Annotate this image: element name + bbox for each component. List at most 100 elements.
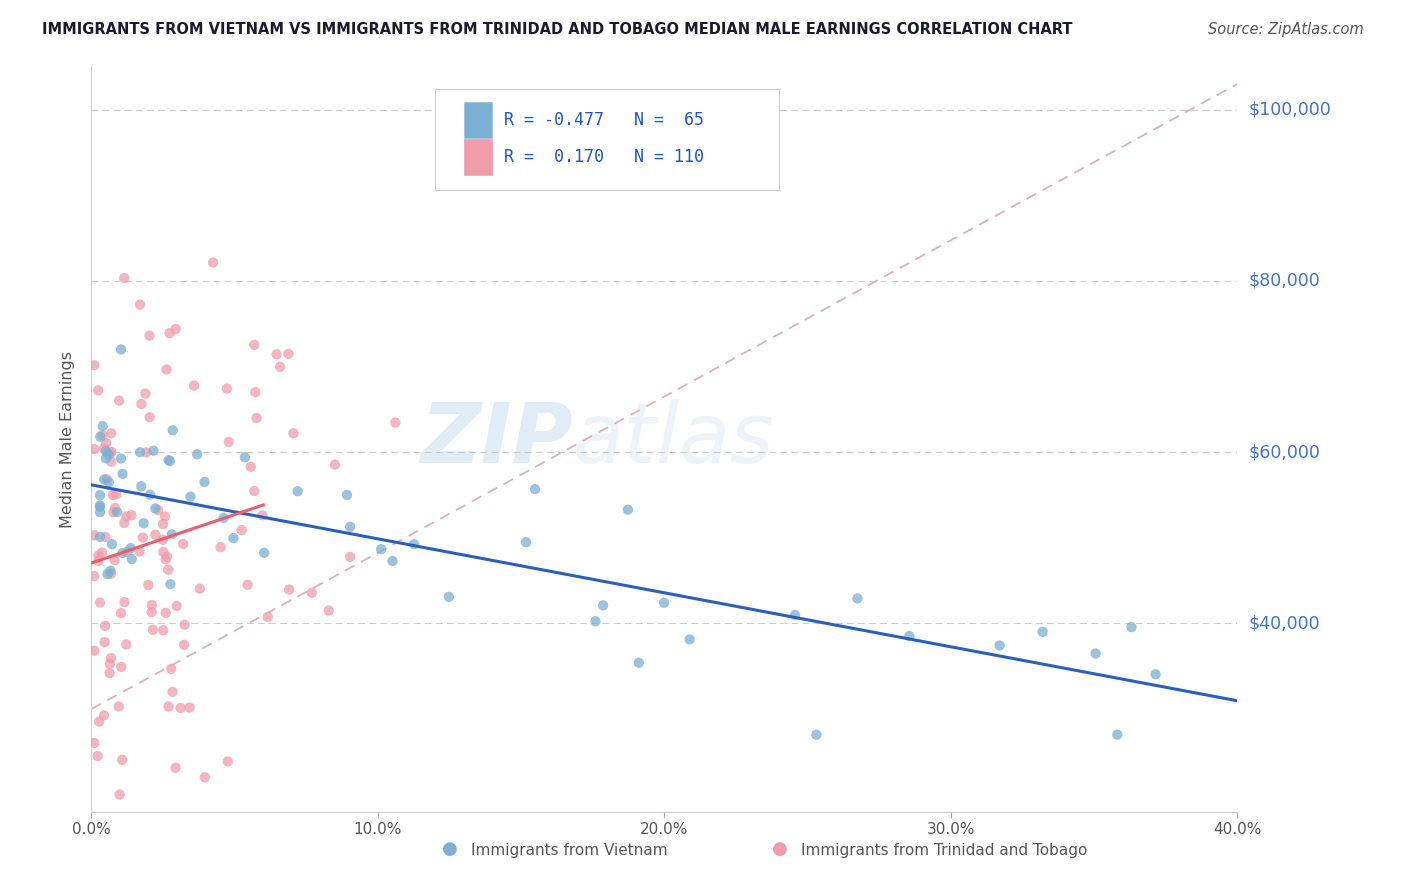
Text: R =  0.170   N = 110: R = 0.170 N = 110 xyxy=(503,148,704,166)
Point xyxy=(1032,624,1054,639)
Point xyxy=(120,508,142,523)
Text: Source: ZipAtlas.com: Source: ZipAtlas.com xyxy=(1208,22,1364,37)
Point xyxy=(100,426,122,441)
Text: $40,000: $40,000 xyxy=(1249,615,1320,632)
Point xyxy=(94,451,117,466)
Point xyxy=(152,517,174,532)
Text: Immigrants from Vietnam: Immigrants from Vietnam xyxy=(471,843,668,858)
Point xyxy=(783,608,806,623)
Point xyxy=(132,531,155,545)
Point xyxy=(988,639,1011,653)
Point xyxy=(93,708,115,723)
Y-axis label: Median Male Earnings: Median Male Earnings xyxy=(60,351,76,528)
Point xyxy=(100,564,122,578)
Point xyxy=(112,271,135,285)
Point xyxy=(301,586,323,600)
Point xyxy=(114,595,136,609)
Point xyxy=(94,619,117,633)
Point xyxy=(617,502,640,516)
Point xyxy=(98,666,121,681)
Point xyxy=(132,516,155,531)
Point xyxy=(652,596,675,610)
Point xyxy=(100,651,122,665)
FancyBboxPatch shape xyxy=(434,89,779,190)
Point xyxy=(172,537,194,551)
Point xyxy=(160,662,183,676)
Point xyxy=(87,714,110,729)
Point xyxy=(165,322,187,336)
Point xyxy=(269,359,291,374)
Point xyxy=(115,545,138,559)
Point xyxy=(110,343,132,357)
Point xyxy=(120,541,142,555)
Point xyxy=(111,546,134,560)
Point xyxy=(173,638,195,652)
Point xyxy=(146,503,169,517)
Point xyxy=(318,603,340,617)
Point xyxy=(100,455,122,469)
Text: $80,000: $80,000 xyxy=(1249,272,1320,290)
Text: ●: ● xyxy=(441,840,458,858)
Point xyxy=(1121,620,1143,634)
Point xyxy=(138,578,160,592)
Point xyxy=(193,475,215,489)
Point xyxy=(110,606,132,620)
Point xyxy=(278,582,301,597)
Point xyxy=(287,484,309,499)
Point xyxy=(111,467,134,481)
Point xyxy=(83,358,105,372)
Point xyxy=(186,447,208,461)
Point xyxy=(91,428,114,442)
Point xyxy=(381,554,404,568)
Point xyxy=(243,338,266,352)
Point xyxy=(404,537,426,551)
Point xyxy=(252,508,274,523)
Point xyxy=(108,393,131,408)
Point xyxy=(173,617,195,632)
Point xyxy=(277,347,299,361)
Point xyxy=(141,598,163,612)
Point xyxy=(157,453,180,467)
Point xyxy=(129,445,152,459)
Text: ZIP: ZIP xyxy=(420,399,572,480)
Point xyxy=(233,450,256,465)
Point xyxy=(283,426,305,441)
Point xyxy=(141,605,163,619)
Point xyxy=(515,535,537,549)
Point xyxy=(194,770,217,784)
Point xyxy=(111,753,134,767)
Text: R = -0.477   N =  65: R = -0.477 N = 65 xyxy=(503,111,704,128)
Point xyxy=(166,599,188,613)
Point xyxy=(100,445,122,459)
Point xyxy=(98,657,121,671)
Point xyxy=(162,423,184,437)
Point xyxy=(105,487,128,501)
Text: $60,000: $60,000 xyxy=(1249,443,1320,461)
Point xyxy=(96,567,118,582)
Text: atlas: atlas xyxy=(572,399,775,480)
Point xyxy=(243,483,266,498)
Point xyxy=(153,509,176,524)
Point xyxy=(91,419,114,434)
Point xyxy=(89,499,111,513)
Point xyxy=(89,500,111,514)
Point xyxy=(97,475,120,490)
Point xyxy=(157,563,180,577)
Point xyxy=(108,788,131,802)
Point xyxy=(139,488,162,502)
Point xyxy=(627,656,650,670)
Point xyxy=(112,516,135,530)
Point xyxy=(212,511,235,525)
Point xyxy=(806,728,828,742)
Point xyxy=(91,545,114,559)
Point xyxy=(105,505,128,519)
Point xyxy=(678,632,700,647)
Point xyxy=(336,488,359,502)
Point xyxy=(202,255,225,269)
Point xyxy=(339,549,361,564)
Point xyxy=(585,614,607,628)
Point xyxy=(107,699,129,714)
Point xyxy=(101,537,124,551)
Point xyxy=(256,610,278,624)
Point xyxy=(131,397,153,411)
